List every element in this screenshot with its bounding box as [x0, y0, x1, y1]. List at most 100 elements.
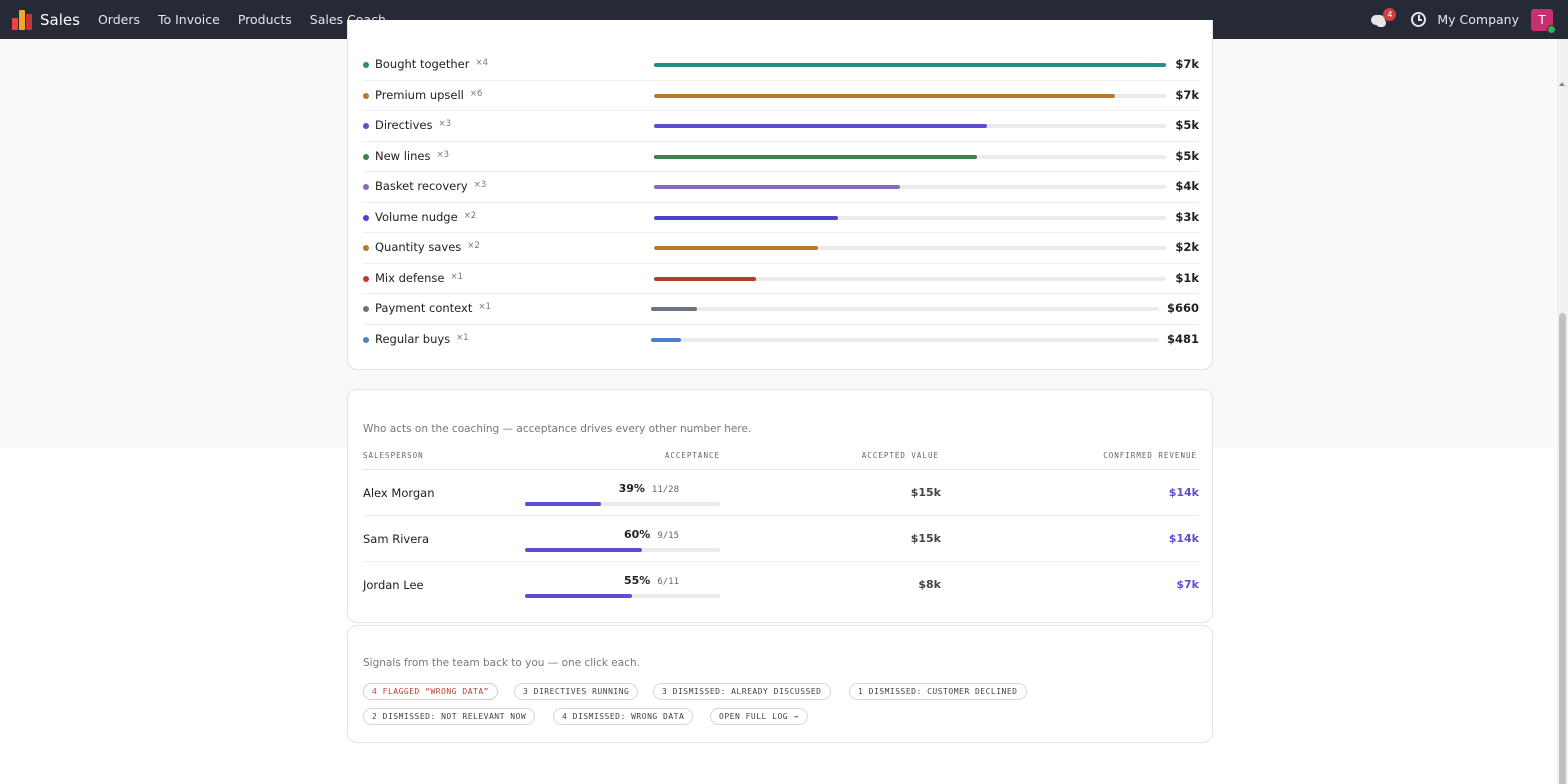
play-dot-icon — [363, 336, 369, 343]
team-card: Who acts on the coaching — acceptance dr… — [347, 389, 1213, 623]
acceptance-percent: 60% — [623, 528, 651, 541]
menu-to-invoice[interactable]: To Invoice — [157, 12, 220, 27]
chip-dismissed-already-discussed[interactable]: 3 DISMISSED: ALREADY DISCUSSED — [653, 683, 831, 700]
play-dot-icon — [363, 214, 369, 221]
play-bar-track — [651, 307, 1159, 311]
play-count: ×1 — [456, 332, 469, 343]
header-salesperson: SALESPERSON — [363, 451, 424, 460]
play-row[interactable]: Payment context ×1 $660 — [363, 294, 1199, 325]
acceptance-bar-track — [525, 502, 720, 506]
play-name: Premium upsell — [375, 87, 464, 102]
clock-icon[interactable] — [1411, 12, 1427, 27]
app-name[interactable]: Sales — [40, 10, 80, 29]
signals-card: Signals from the team back to you — one … — [347, 625, 1213, 743]
play-row[interactable]: Regular buys ×1 $481 — [363, 325, 1199, 356]
play-label: Mix defense ×1 — [375, 271, 463, 285]
acceptance-bar-fill — [525, 594, 633, 598]
play-value: $4k — [1175, 179, 1199, 193]
play-row[interactable]: Mix defense ×1 $1k — [363, 264, 1199, 294]
play-name: New lines — [375, 148, 431, 163]
company-switcher[interactable]: My Company — [1437, 12, 1519, 27]
play-count: ×1 — [450, 271, 463, 282]
plays-list: Bought together ×4 $7k Premium upsell ×6 $7k D… — [363, 50, 1199, 355]
play-name: Mix defense — [375, 270, 445, 285]
play-count: ×3 — [438, 119, 452, 129]
play-label: Bought together ×4 — [375, 57, 488, 71]
play-bar-track — [654, 215, 1166, 220]
acceptance-bar-fill — [525, 548, 642, 552]
play-dot-icon — [363, 92, 369, 99]
play-row[interactable]: Premium upsell ×6 $7k — [363, 81, 1199, 111]
play-label: Quantity saves ×2 — [375, 240, 480, 254]
chip-dismissed-customer-declined[interactable]: 1 DISMISSED: CUSTOMER DECLINED — [849, 683, 1027, 700]
chip-dismissed-wrong-data[interactable]: 4 DISMISSED: WRONG DATA — [553, 708, 694, 725]
avatar-initial: T — [1538, 12, 1546, 27]
play-bar-track — [654, 124, 1166, 128]
chip-dismissed-not-relevant[interactable]: 2 DISMISSED: NOT RELEVANT NOW — [363, 708, 536, 725]
play-value: $1k — [1175, 270, 1199, 285]
salesperson-name: Alex Morgan — [363, 486, 435, 500]
play-bar-fill — [654, 215, 839, 220]
play-name: Payment context — [375, 301, 473, 315]
acceptance-rate: 39% 11/28 — [619, 482, 679, 495]
play-bar-fill — [651, 307, 697, 311]
accepted-value: $15k — [910, 532, 941, 545]
acceptance-fraction: 11/28 — [651, 485, 679, 495]
confirmed-revenue: $14k — [1168, 532, 1199, 545]
salesperson-name: Jordan Lee — [363, 578, 424, 592]
play-dot-icon — [363, 184, 369, 190]
accepted-value: $15k — [910, 486, 941, 499]
header-confirmed-revenue: CONFIRMED REVENUE — [1103, 451, 1197, 460]
play-value: $660 — [1166, 301, 1199, 315]
acceptance-bar-fill — [525, 502, 602, 506]
sales-logo-icon — [12, 9, 32, 30]
play-name: Basket recovery — [375, 179, 468, 193]
confirmed-revenue: $14k — [1168, 486, 1199, 499]
header-accepted-value: ACCEPTED VALUE — [861, 451, 939, 460]
play-bar-fill — [654, 93, 1115, 98]
play-row[interactable]: Bought together ×4 $7k — [363, 50, 1199, 81]
acceptance-rate: 55% 6/11 — [624, 574, 679, 587]
play-value: $2k — [1175, 240, 1199, 254]
chat-icon[interactable]: 4 — [1371, 7, 1397, 29]
play-dot-icon — [363, 123, 369, 129]
brand[interactable]: Sales — [12, 9, 98, 30]
play-row[interactable]: Volume nudge ×2 $3k — [363, 203, 1199, 233]
team-row[interactable]: Sam Rivera 60% 9/15 $15k $14k — [363, 516, 1199, 562]
play-value: $7k — [1175, 57, 1199, 71]
play-row[interactable]: Directives ×3 $5k — [363, 111, 1199, 142]
scroll-up-icon[interactable] — [1559, 82, 1565, 86]
team-row[interactable]: Alex Morgan 39% 11/28 $15k $14k — [363, 470, 1199, 516]
play-label: Regular buys ×1 — [375, 332, 469, 346]
plays-card: Bought together ×4 $7k Premium upsell ×6 $7k D… — [347, 20, 1213, 370]
play-bar-fill — [651, 337, 682, 342]
menu-orders[interactable]: Orders — [97, 12, 140, 27]
chip-directives-running[interactable]: 3 DIRECTIVES RUNNING — [514, 683, 639, 700]
team-row[interactable]: Jordan Lee 55% 6/11 $8k $7k — [363, 562, 1199, 608]
play-label: Basket recovery ×3 — [375, 179, 486, 193]
play-count: ×2 — [467, 241, 480, 251]
play-bar-track — [654, 154, 1166, 159]
page-scrollbar[interactable] — [1557, 39, 1568, 784]
play-name: Volume nudge — [375, 209, 458, 224]
open-full-log-link[interactable]: OPEN FULL LOG → — [710, 708, 808, 725]
menu-products[interactable]: Products — [237, 12, 292, 27]
play-row[interactable]: New lines ×3 $5k — [363, 142, 1199, 172]
play-count: ×3 — [436, 149, 450, 160]
avatar[interactable]: T — [1531, 8, 1556, 34]
play-dot-icon — [363, 62, 369, 68]
play-label: Payment context ×1 — [375, 301, 491, 315]
play-count: ×1 — [478, 302, 491, 312]
accepted-value: $8k — [918, 578, 941, 591]
online-status-icon — [1547, 24, 1556, 34]
play-dot-icon — [363, 153, 369, 160]
chip-flagged-wrong-data[interactable]: 4 FLAGGED “WRONG DATA” — [363, 683, 498, 700]
scrollbar-thumb[interactable] — [1559, 313, 1566, 784]
play-row[interactable]: Quantity saves ×2 $2k — [363, 233, 1199, 264]
play-dot-icon — [363, 275, 369, 282]
play-bar-fill — [654, 276, 757, 281]
play-row[interactable]: Basket recovery ×3 $4k — [363, 172, 1199, 203]
play-bar-track — [651, 337, 1159, 342]
acceptance-bar-track — [525, 548, 720, 552]
signals-subtitle: Signals from the team back to you — one … — [363, 657, 640, 669]
